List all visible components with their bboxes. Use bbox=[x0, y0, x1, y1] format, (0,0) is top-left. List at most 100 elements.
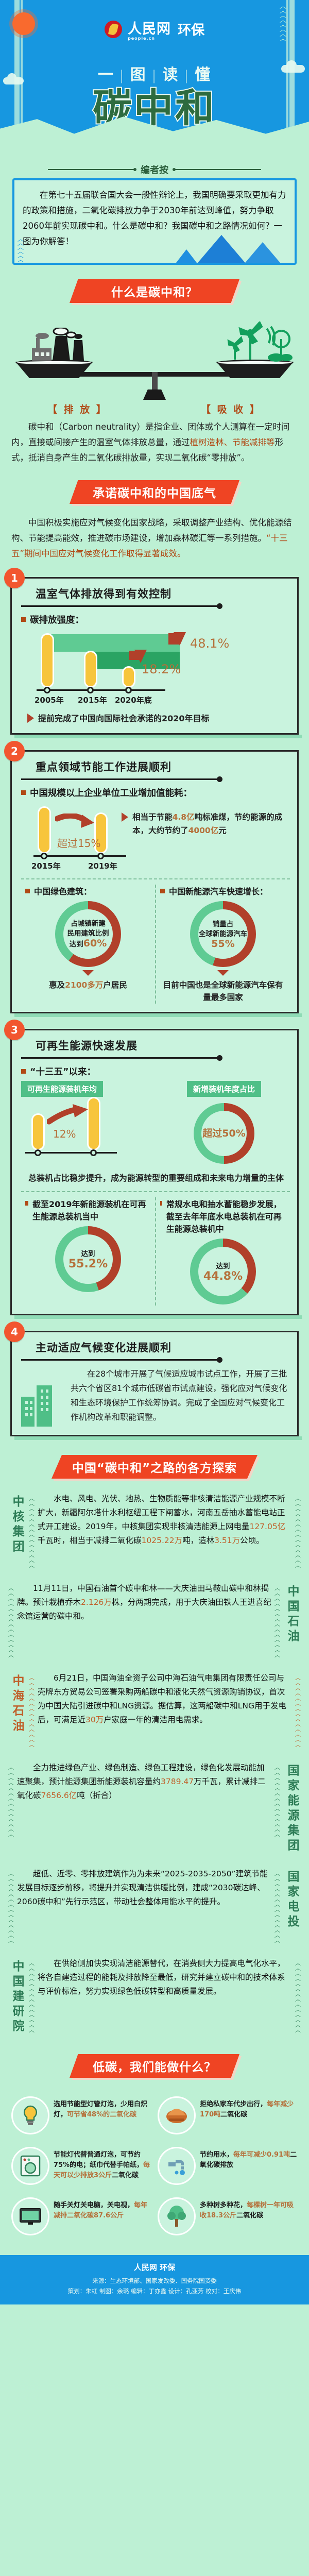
company-block: 中国石油 ︿ ︿ ︿ ︿ ︿ ︿ ︿ ︿ ︿ ︿ ︿ ︿ ︿ ︿ 11月11日，中国石油首个碳中和林——大庆油… bbox=[8, 1582, 301, 1658]
editor-note-box: ︿ ︿ ︿ ︿ ︿ ︿ 在第七十五届联合国大会一般性辩论上，我国明确要采取更加有力的政策和… bbox=[12, 178, 297, 265]
company-text-part: 11月11日，中国石油首个碳中和林——大庆油田马鞍山碳中和林揭牌。预计栽植乔木 bbox=[17, 1584, 269, 1607]
chart-bar-end bbox=[87, 1097, 100, 1150]
company-text-part: 3.51万 bbox=[214, 1536, 241, 1545]
footer-logo: 人民网 环保 bbox=[133, 2263, 176, 2272]
tip-end: 二氧化碳 bbox=[112, 2172, 139, 2179]
balance-scale-illustration bbox=[0, 312, 309, 400]
editor-note-label: 编者按 bbox=[141, 165, 168, 176]
chevron-up-icon: ︿ ︿ ︿ ︿ ︿ ︿ ︿ ︿ ︿ ︿ ︿ ︿ ︿ ︿ bbox=[295, 1960, 301, 2033]
panel-title: 主动适应气候变化进展顺利 bbox=[36, 1342, 171, 1354]
site-logo[interactable]: 人民网 people.cn 环保 bbox=[0, 18, 309, 41]
company-text-part: 吨，造林 bbox=[182, 1536, 215, 1545]
panel-note-text: 总装机占比稳步提升，成为能源转型的重要组成和未来电力增量的主体 bbox=[28, 1173, 284, 1183]
company-text-part: 超低、近零、零排放建筑作为为未来“2025-2035-2050”建筑节能发展目标… bbox=[17, 1869, 268, 1906]
chart-arrow-1-stem bbox=[168, 633, 180, 645]
chart-arrow-curve bbox=[47, 1104, 88, 1125]
side-note-pre: 相当于节能 bbox=[132, 812, 173, 822]
confidence-body-highlight: “十三五”期间中国应对气候变化工作取得显著成效。 bbox=[11, 533, 288, 558]
company-text-part: 在供给侧加快实现清洁能源替代，在消费侧大力提高电气化水平，将各自建造过程的能耗及… bbox=[38, 1959, 285, 1996]
chart-value-15: 超过15% bbox=[57, 837, 101, 850]
column-bullet-label: 中国新能源汽车快速增长： bbox=[169, 887, 268, 896]
company-text-part: 全力推进绿色产业、绿色制造、绿色工程建设，绿色化发展动能加速聚集，预计能源集团新… bbox=[17, 1763, 265, 1786]
company-text-part: 万千瓦，累计减排二氧化碳 bbox=[17, 1777, 266, 1800]
chart-nev-global-share: 销量占 全球新能源汽车 55% bbox=[190, 901, 256, 967]
company-body: 全力推进绿色产业、绿色制造、绿色工程建设，绿色化发展动能加速聚集，预计能源集团新… bbox=[17, 1761, 271, 1803]
low-carbon-tip: 拒绝私家车代步出行，每年减少170吨二氧化碳 bbox=[154, 2090, 301, 2141]
kicker-line: 一 | 图 | 读 | 懂 bbox=[97, 66, 212, 84]
column-bullet-label: 中国绿色建筑： bbox=[34, 887, 92, 896]
company-name: 中国石油 bbox=[285, 1585, 299, 1645]
chart-tag-left: 可再生能源装机年均 bbox=[21, 1081, 104, 1097]
chevron-up-icon: ︿ ︿ ︿ ︿ ︿ ︿ ︿ ︿ ︿ ︿ ︿ ︿ ︿ ︿ bbox=[8, 1585, 14, 1658]
donut-value: 60% bbox=[83, 937, 107, 949]
confidence-body-part1: 中国积极实施应对气候变化国家战略，采取调整产业结构、优化能源结构、节能提高能效，… bbox=[11, 518, 292, 543]
company-text-part: 2.126万 bbox=[81, 1598, 112, 1607]
logo-text: 人民网 bbox=[127, 21, 171, 37]
chevron-up-icon: ︿ ︿ ︿ ︿ ︿ ︿ ︿ ︿ ︿ ︿ ︿ ︿ ︿ ︿ bbox=[29, 1495, 35, 1569]
mountain-decoration bbox=[173, 234, 291, 263]
decor-stripe bbox=[286, 0, 288, 155]
company-text-part: 3789.47 bbox=[161, 1777, 194, 1786]
company-text-part: 6月21日，中国海油全资子公司中海石油气电集团有限责任公司与壳牌东方贸易公司签署… bbox=[38, 1673, 286, 1724]
chevron-up-icon: ︿ ︿ ︿ ︿ ︿ ︿ ︿ ︿ ︿ ︿ ︿ ︿ ︿ ︿ bbox=[29, 1674, 35, 1748]
chart-axis-dot bbox=[97, 853, 104, 859]
panel-number-badge: 3 bbox=[4, 1020, 25, 1040]
triangle-right-icon bbox=[27, 714, 34, 723]
donut-line-1: 销量占 bbox=[212, 920, 234, 928]
company-body: 超低、近零、零排放建筑作为为未来“2025-2035-2050”建筑节能发展目标… bbox=[17, 1867, 271, 1909]
donut-value: 超过50% bbox=[202, 1127, 246, 1139]
company-name: 中海石油 bbox=[10, 1674, 24, 1734]
page-header: ︿ ︿ ︿ ︿ ︿ ︿ ︿ ︿ 人民网 people.cn 环保 一 | 图 | 读 | 懂 碳中和 bbox=[0, 0, 309, 155]
low-carbon-tip-text: 节约用水，每年可减少0.91吨二氧化碳排放 bbox=[200, 2147, 298, 2171]
chart-tick-2015: 2015年 bbox=[31, 861, 61, 871]
panel-rule bbox=[21, 1055, 223, 1061]
chart-bar-2020 bbox=[122, 666, 135, 688]
chevron-up-icon: ︿ ︿ ︿ ︿ ︿ ︿ bbox=[18, 235, 24, 263]
banner-label: 中国“碳中和”之路的各方探索 bbox=[72, 1462, 237, 1475]
chart-green-building-share: 占城镇新建 民用建筑比例 达到60% bbox=[55, 901, 121, 967]
scale-label-absorption: 【 吸 收 】 bbox=[201, 404, 261, 415]
tip-end: 二氧化碳 bbox=[236, 2212, 264, 2219]
chevron-up-icon: ︿ ︿ ︿ ︿ ︿ ︿ ︿ ︿ ︿ ︿ ︿ ︿ ︿ ︿ bbox=[295, 1495, 301, 1569]
renewable-energy-icon bbox=[226, 320, 293, 366]
tip-pre: 节约用水， bbox=[200, 2151, 234, 2159]
section-banner-what-is: 什么是碳中和？ bbox=[70, 279, 242, 305]
low-carbon-tip: 选用节能型灯管灯泡，少用白炽灯，可节省48%的二氧化碳 bbox=[8, 2090, 154, 2141]
tip-end: 二氧化碳 bbox=[220, 2111, 248, 2119]
bullet-square-icon bbox=[25, 1201, 28, 1206]
tip-pre: 选用节能型灯管灯泡，少用白炽灯， bbox=[54, 2100, 148, 2119]
side-note-end: 元 bbox=[218, 826, 227, 835]
mountain-small-icon bbox=[176, 249, 197, 263]
chart-axis-dot bbox=[90, 1149, 97, 1156]
scale-post bbox=[152, 372, 158, 391]
company-body: 在供给侧加快实现清洁能源替代，在消费侧大力提高电气化水平，将各自建造过程的能耗及… bbox=[38, 1957, 292, 1998]
chevron-up-icon: ︿ ︿ ︿ ︿ ︿ ︿ ︿ ︿ ︿ ︿ ︿ ︿ ︿ ︿ bbox=[274, 1764, 280, 1838]
chart-tick-2005: 2005年 bbox=[35, 696, 64, 705]
tip-pre: 多种树多种花， bbox=[200, 2201, 247, 2209]
panel-shadow bbox=[14, 1436, 302, 1440]
donut-line-3: 达到 bbox=[69, 940, 83, 948]
panel-energy-saving: 2 重点领域节能工作进展顺利 中国规模以上企业单位工业增加值能耗： 超过15% bbox=[4, 741, 302, 1017]
company-block: 中国建研院 ︿ ︿ ︿ ︿ ︿ ︿ ︿ ︿ ︿ ︿ ︿ ︿ ︿ ︿ 在供给侧加快实现清洁能源替代，在消费侧大力… bbox=[8, 1957, 301, 2035]
chart-bar-2019 bbox=[94, 812, 108, 854]
triangle-down-icon bbox=[217, 970, 229, 976]
led-bulb-icon bbox=[11, 2096, 49, 2134]
panel-title: 重点领域节能工作进展顺利 bbox=[36, 761, 171, 773]
channel-name: 环保 bbox=[178, 23, 205, 38]
donut-line-2: 民用建筑比例 bbox=[67, 929, 109, 938]
panel-rule bbox=[21, 603, 223, 609]
chart-axis bbox=[33, 855, 126, 857]
bullet-label: 碳排放强度： bbox=[30, 615, 84, 625]
chart-value-12: 12% bbox=[53, 1128, 76, 1140]
panel-number-badge: 1 bbox=[4, 568, 25, 588]
panel-greenhouse-control: 1 温室气体排放得到有效控制 碳排放强度： 48.1% 18 bbox=[4, 568, 302, 738]
section-banner-explore: 中国“碳中和”之路的各方探索 bbox=[52, 1455, 260, 1481]
panel-shadow bbox=[14, 1315, 302, 1319]
side-note-mid: 吨标准煤，节约能源的成本，大约节约了 bbox=[132, 812, 283, 835]
panel-body-text: 在28个城市开展了气候适应城市试点工作，开展了三批共六个省区81个城市低碳省市试… bbox=[71, 1369, 287, 1422]
panel-bullet: 中国规模以上企业单位工业增加值能耗： bbox=[21, 786, 290, 799]
company-text-part: 30万 bbox=[85, 1715, 104, 1724]
panel-side-note: 相当于节能4.8亿吨标准煤，节约能源的成本，大约节约了4000亿元 bbox=[122, 810, 290, 837]
low-carbon-tip-text: 拒绝私家车代步出行，每年减少170吨二氧化碳 bbox=[200, 2096, 298, 2120]
side-note-hl2: 4000亿 bbox=[188, 826, 219, 835]
